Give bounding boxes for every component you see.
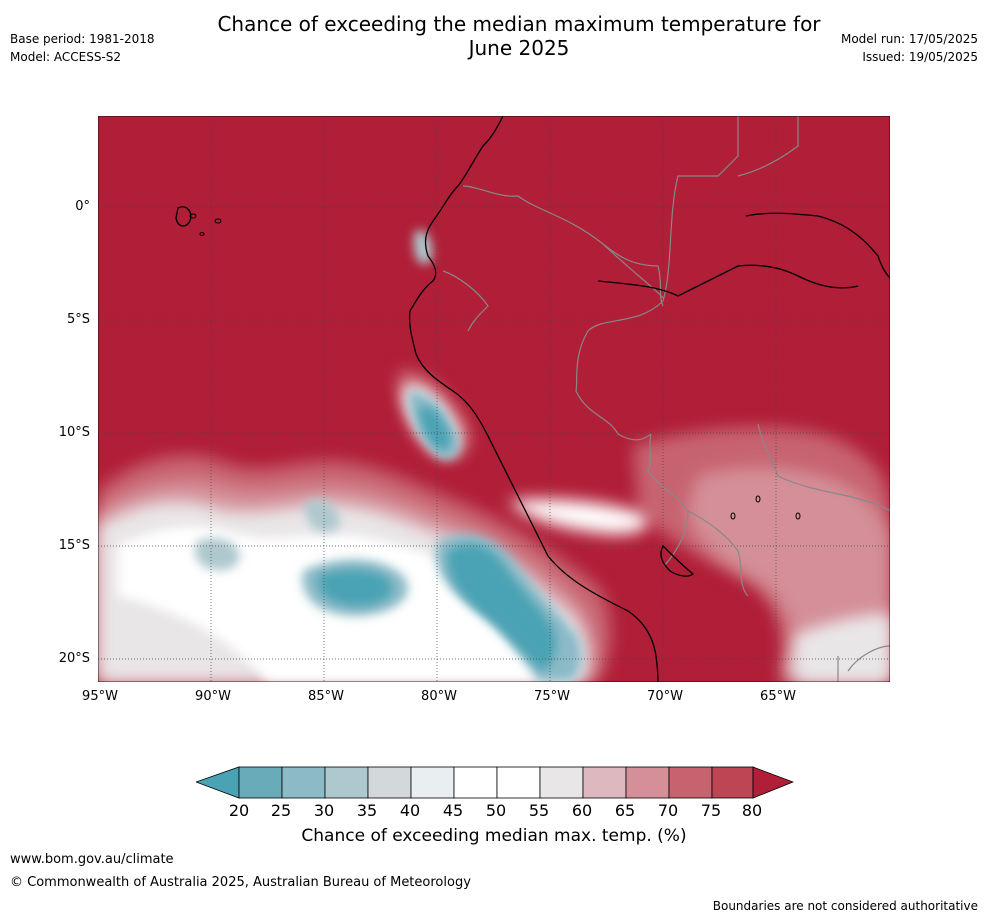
chart-title: Chance of exceeding the median maximum t…: [194, 12, 844, 60]
issued-date: Issued: 19/05/2025: [862, 50, 978, 64]
colorbar-bin-60-65: [582, 766, 627, 799]
colorbar-bin-25-30: [281, 766, 326, 799]
probability-field-25: [317, 405, 556, 671]
lat-label-15s: 15°S: [58, 538, 90, 553]
colorbar-bin-55-60: [539, 766, 584, 799]
colorbar-tick-75: 75: [700, 801, 722, 820]
colorbar-bin-30-35: [324, 766, 369, 799]
footer-url: www.bom.gov.au/climate: [10, 852, 174, 867]
base-period: Base period: 1981-2018: [10, 32, 155, 46]
meta-right: Model run: 17/05/2025 Issued: 19/05/2025: [841, 30, 978, 66]
colorbar-bin-70-75: [668, 766, 713, 799]
colorbar-tick-55: 55: [528, 801, 550, 820]
lon-label-70w: 70°W: [647, 689, 683, 704]
colorbar-bin-75-80: [711, 766, 754, 799]
lon-label-65w: 65°W: [760, 689, 796, 704]
lon-label-90w: 90°W: [195, 689, 231, 704]
colorbar-tick-60: 60: [571, 801, 593, 820]
islands: [189, 213, 801, 520]
lon-label-75w: 75°W: [534, 689, 570, 704]
lon-label-80w: 80°W: [421, 689, 457, 704]
lat-label-20s: 20°S: [58, 651, 90, 666]
footer-copyright: © Commonwealth of Australia 2025, Austra…: [10, 875, 471, 890]
colorbar-tick-25: 25: [270, 801, 292, 820]
colorbar: [196, 766, 794, 799]
title-line-1: Chance of exceeding the median maximum t…: [217, 12, 821, 36]
country-borders: [442, 116, 890, 682]
probability-map: [98, 116, 890, 682]
colorbar-bin-35-40: [367, 766, 412, 799]
lon-label-85w: 85°W: [308, 689, 344, 704]
footer-disclaimer: Boundaries are not considered authoritat…: [712, 899, 978, 913]
colorbar-bin-65-70: [625, 766, 670, 799]
colorbar-tick-65: 65: [614, 801, 636, 820]
colorbar-bin-40-45: [410, 766, 455, 799]
title-line-2: June 2025: [468, 36, 570, 60]
lat-label-0: 0°: [75, 199, 90, 214]
lat-label-10s: 10°S: [58, 425, 90, 440]
model-run: Model run: 17/05/2025: [840, 32, 978, 46]
colorbar-bin-50-55: [496, 766, 541, 799]
colorbar-min-arrow: [196, 766, 240, 799]
colorbar-bin-45-50: [453, 766, 498, 799]
colorbar-tick-20: 20: [228, 801, 250, 820]
colorbar-tick-80: 80: [741, 801, 763, 820]
colorbar-tick-50: 50: [485, 801, 507, 820]
colorbar-tick-40: 40: [399, 801, 421, 820]
lon-label-95w: 95°W: [82, 689, 118, 704]
lat-label-5s: 5°S: [66, 312, 90, 327]
colorbar-tick-30: 30: [313, 801, 335, 820]
colorbar-tick-45: 45: [442, 801, 464, 820]
colorbar-tick-35: 35: [356, 801, 378, 820]
coastline: [175, 116, 890, 682]
colorbar-bin-20-25: [238, 766, 283, 799]
model-name: Model: ACCESS-S2: [10, 50, 122, 64]
colorbar-tick-70: 70: [657, 801, 679, 820]
colorbar-label: Chance of exceeding median max. temp. (%…: [301, 826, 687, 846]
colorbar-max-arrow: [752, 766, 794, 799]
meta-left: Base period: 1981-2018 Model: ACCESS-S2: [10, 30, 155, 66]
graticule: [98, 116, 890, 682]
